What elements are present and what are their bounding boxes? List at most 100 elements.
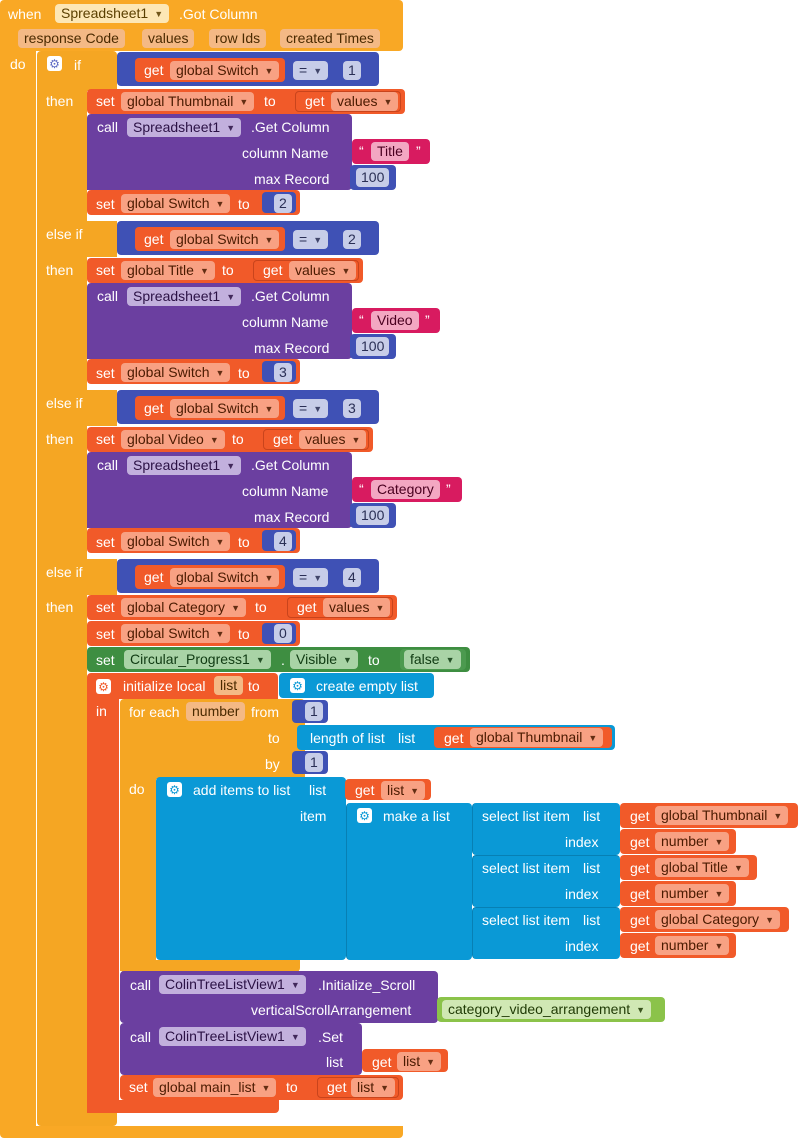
select-item-block-3[interactable] [472, 907, 620, 959]
select-item-block-1[interactable] [472, 803, 620, 855]
make-a-list-block[interactable] [346, 803, 472, 960]
init-local-gear-icon[interactable]: ⚙ [96, 679, 111, 694]
call-label: call [130, 1029, 152, 1045]
number-100[interactable]: 100 [356, 168, 390, 187]
var-dropdown-list[interactable]: list ▼ [381, 781, 426, 800]
number-2[interactable]: 2 [274, 194, 292, 213]
var-dropdown-number[interactable]: number ▼ [655, 936, 730, 955]
var-dropdown-title[interactable]: global Title ▼ [121, 261, 215, 280]
add-items-gear-icon[interactable]: ⚙ [167, 782, 182, 797]
open-quote-icon: “ [359, 312, 364, 328]
get-label: get [630, 912, 650, 928]
do-label: do [129, 781, 145, 797]
local-var-name-list[interactable]: list [214, 676, 244, 695]
number-0[interactable]: 0 [274, 624, 292, 643]
text-value-title[interactable]: Title [371, 142, 409, 161]
index-arg-label: index [565, 834, 599, 850]
var-dropdown-thumbnail[interactable]: global Thumbnail ▼ [470, 728, 604, 747]
get-label: get [305, 93, 325, 109]
var-dropdown-main-list[interactable]: global main_list ▼ [153, 1078, 277, 1097]
number-1[interactable]: 1 [305, 753, 323, 772]
number-4[interactable]: 4 [343, 568, 361, 587]
to-label: to [222, 262, 234, 278]
component-dropdown-tree[interactable]: ColinTreeListView1 ▼ [159, 975, 306, 994]
create-empty-list-label: create empty list [316, 678, 418, 694]
method-get-column: .Get Column [251, 457, 330, 473]
component-dropdown-progress[interactable]: Circular_Progress1 ▼ [124, 650, 271, 669]
var-dropdown-switch[interactable]: global Switch ▼ [170, 230, 280, 249]
var-dropdown-list[interactable]: list ▼ [397, 1052, 442, 1071]
var-dropdown-values[interactable]: values ▼ [289, 261, 357, 280]
init-local-label: initialize local [123, 678, 206, 694]
set-label: set [96, 262, 115, 278]
param-created-times[interactable]: created Times [280, 29, 380, 48]
param-values[interactable]: values [142, 29, 195, 48]
set-label: set [96, 534, 115, 550]
call-label: call [130, 977, 152, 993]
var-dropdown-switch[interactable]: global Switch ▼ [121, 194, 231, 213]
var-dropdown-title[interactable]: global Title ▼ [655, 858, 749, 877]
component-dropdown-spreadsheet[interactable]: Spreadsheet1 ▼ [127, 456, 242, 475]
var-dropdown-switch[interactable]: global Switch ▼ [121, 532, 231, 551]
var-dropdown-values[interactable]: values ▼ [323, 598, 391, 617]
var-dropdown-switch[interactable]: global Switch ▼ [170, 568, 280, 587]
var-dropdown-switch[interactable]: global Switch ▼ [121, 363, 231, 382]
elseif-label-1: else if [46, 226, 83, 242]
number-3[interactable]: 3 [343, 399, 361, 418]
var-dropdown-number[interactable]: number ▼ [655, 884, 730, 903]
var-dropdown-list[interactable]: list ▼ [351, 1078, 396, 1097]
eq-operator-dropdown[interactable]: = ▼ [293, 230, 329, 249]
elseif-label-3: else if [46, 564, 83, 580]
select-item-block-2[interactable] [472, 855, 620, 907]
method-set: .Set [318, 1029, 343, 1045]
create-empty-list-gear-icon[interactable]: ⚙ [290, 678, 305, 693]
method-initialize-scroll: .Initialize_Scroll [318, 977, 416, 993]
param-row-ids[interactable]: row Ids [209, 29, 267, 48]
to-label: to [264, 93, 276, 109]
to-label: to [238, 365, 250, 381]
list-arg-label: list [398, 730, 416, 746]
var-dropdown-category[interactable]: global Category ▼ [655, 910, 780, 929]
eq-operator-dropdown[interactable]: = ▼ [293, 61, 329, 80]
add-items-block[interactable] [156, 777, 346, 960]
eq-operator-dropdown[interactable]: = ▼ [293, 399, 329, 418]
number-1[interactable]: 1 [305, 702, 323, 721]
param-response-code[interactable]: response Code [18, 29, 125, 48]
get-label: get [444, 730, 464, 746]
var-dropdown-thumbnail[interactable]: global Thumbnail ▼ [655, 806, 789, 825]
var-dropdown-switch[interactable]: global Switch ▼ [121, 624, 231, 643]
number-2[interactable]: 2 [343, 230, 361, 249]
var-dropdown-category[interactable]: global Category ▼ [121, 598, 246, 617]
number-100[interactable]: 100 [356, 506, 390, 525]
var-dropdown-values[interactable]: values ▼ [331, 92, 399, 111]
loop-var-number[interactable]: number [186, 702, 246, 721]
get-label: get [144, 62, 164, 78]
number-3[interactable]: 3 [274, 363, 292, 382]
component-dropdown-spreadsheet[interactable]: Spreadsheet1 ▼ [127, 287, 242, 306]
var-dropdown-thumbnail[interactable]: global Thumbnail ▼ [121, 92, 255, 111]
eq-operator-dropdown[interactable]: = ▼ [293, 568, 329, 587]
number-4[interactable]: 4 [274, 532, 292, 551]
var-dropdown-video[interactable]: global Video ▼ [121, 430, 225, 449]
arg-column-name-label: column Name [242, 314, 329, 330]
boolean-dropdown-false[interactable]: false ▼ [404, 650, 461, 669]
make-a-list-gear-icon[interactable]: ⚙ [357, 808, 372, 823]
property-dropdown-visible[interactable]: Visible ▼ [290, 650, 358, 669]
var-dropdown-switch[interactable]: global Switch ▼ [170, 61, 280, 80]
event-component-dropdown[interactable]: Spreadsheet1 ▼ [55, 4, 170, 23]
component-dropdown-tree[interactable]: ColinTreeListView1 ▼ [159, 1027, 306, 1046]
component-dropdown-spreadsheet[interactable]: Spreadsheet1 ▼ [127, 118, 242, 137]
text-value-video[interactable]: Video [371, 311, 419, 330]
elseif-1-head [37, 221, 117, 257]
number-100[interactable]: 100 [356, 337, 390, 356]
init-local-block[interactable] [87, 673, 278, 699]
component-dropdown-arrangement[interactable]: category_video_arrangement ▼ [442, 1000, 652, 1019]
var-dropdown-number[interactable]: number ▼ [655, 832, 730, 851]
number-1[interactable]: 1 [343, 61, 361, 80]
then-label-2: then [46, 262, 74, 278]
text-value-category[interactable]: Category [371, 480, 440, 499]
var-dropdown-values[interactable]: values ▼ [299, 430, 367, 449]
set-label: set [96, 365, 115, 381]
if-mutator-gear-icon[interactable]: ⚙ [47, 56, 62, 71]
var-dropdown-switch[interactable]: global Switch ▼ [170, 399, 280, 418]
